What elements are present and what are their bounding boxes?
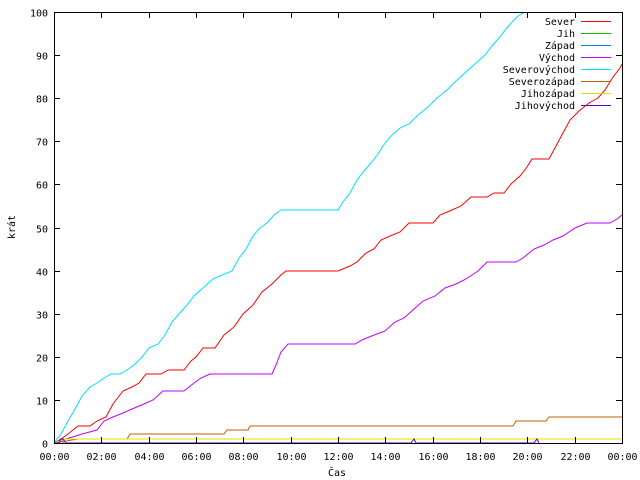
y-tick-label: 60 [36, 181, 48, 192]
series-line-3 [53, 214, 623, 444]
x-tick-label: 12:00 [323, 452, 353, 463]
x-tick-label: 10:00 [276, 452, 306, 463]
legend-label: Sever [545, 17, 575, 28]
x-tick-label: 22:00 [560, 452, 590, 463]
y-axis-label: krát [6, 215, 18, 239]
x-tick-label: 00:00 [39, 452, 69, 463]
legend-label: Západ [545, 40, 575, 52]
y-tick-label: 30 [36, 311, 48, 322]
x-tick-label: 04:00 [134, 452, 164, 463]
legend-label: Severovýchod [503, 64, 575, 76]
plot-frame [54, 12, 623, 444]
x-axis-label: Čas [328, 466, 346, 479]
y-tick-label: 20 [36, 354, 48, 365]
y-tick-label: 90 [36, 52, 48, 63]
y-tick-label: 70 [36, 138, 48, 149]
x-tick-label: 08:00 [228, 452, 258, 463]
x-tick-label: 00:00 [607, 452, 637, 463]
y-tick-label: 0 [42, 440, 48, 451]
series-line-4 [53, 11, 526, 444]
legend: SeverJihZápadVýchodSeverovýchodSeverozáp… [503, 17, 611, 112]
legend-label: Jih [557, 29, 575, 40]
x-tick-label: 16:00 [418, 452, 448, 463]
legend-label: Jihovýchod [515, 100, 575, 112]
x-tick-label: 20:00 [512, 452, 542, 463]
legend-label: Jihozápad [521, 88, 575, 100]
y-tick-label: 80 [36, 95, 48, 106]
legend-label: Východ [539, 52, 575, 64]
x-tick-label: 06:00 [181, 452, 211, 463]
axis-ticks: 0 10 20 30 40 50 60 70 80 90 100 00:00 02:00 04:00 06:… [30, 9, 638, 464]
series-line-6 [53, 438, 622, 444]
y-tick-label: 50 [36, 225, 48, 236]
x-tick-label: 14:00 [370, 452, 400, 463]
y-tick-label: 10 [36, 397, 48, 408]
plot-marks [53, 11, 623, 444]
legend-label: Severozápad [509, 76, 575, 88]
y-tick-label: 40 [36, 268, 48, 279]
y-tick-label: 100 [30, 9, 48, 20]
series-line-7 [54, 438, 540, 444]
x-tick-label: 18:00 [465, 452, 495, 463]
x-tick-label: 02:00 [86, 452, 116, 463]
series-line-0 [53, 63, 623, 444]
